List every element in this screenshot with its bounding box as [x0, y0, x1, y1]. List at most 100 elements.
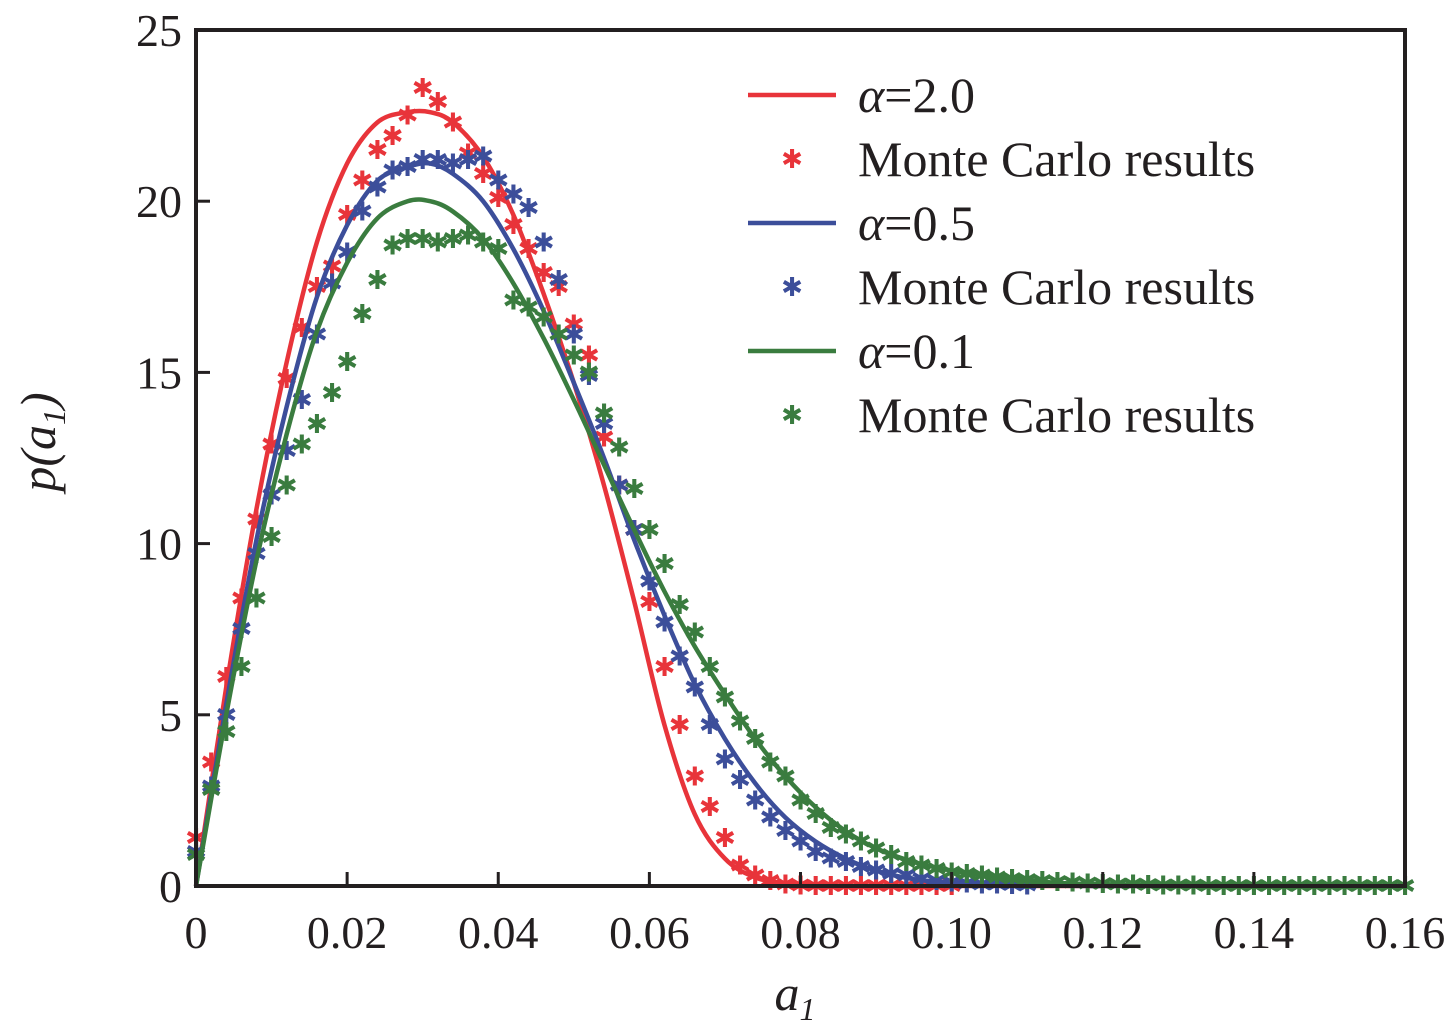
data-point: ✱	[684, 619, 706, 649]
data-point: ✱	[578, 341, 600, 371]
data-point: ✱	[638, 516, 660, 546]
data-point: ✱	[382, 156, 404, 186]
data-point: ✱	[1062, 869, 1084, 899]
data-point: ✱	[593, 399, 615, 429]
series-1: ✱✱✱✱✱✱✱✱✱✱✱✱✱✱✱✱✱✱✱✱✱✱✱✱✱✱✱✱✱✱✱✱✱✱✱✱✱✱✱✱…	[185, 74, 962, 902]
series-2	[193, 160, 1406, 889]
data-point: ✱	[336, 348, 358, 378]
data-point: ✱	[759, 804, 781, 834]
legend-label-value: =2.0	[884, 67, 975, 123]
data-point: ✱	[956, 860, 978, 890]
y-axis-label: p(a1)	[10, 392, 72, 494]
x-tick-label: 0.04	[458, 907, 539, 958]
data-point: ✱	[382, 122, 404, 152]
series-5: ✱✱✱✱✱✱✱✱✱✱✱✱✱✱✱✱✱✱✱✱✱✱✱✱✱✱✱✱✱✱✱✱✱✱✱✱✱✱✱✱…	[185, 221, 1416, 902]
data-point: ✱	[578, 358, 600, 388]
data-point: ✱	[865, 834, 887, 864]
legend-label-value: =0.1	[884, 323, 975, 379]
data-point: ✱	[397, 153, 419, 183]
data-point: ✱	[457, 146, 479, 176]
ticks-layer	[196, 199, 1256, 886]
data-point: ✱	[850, 853, 872, 883]
data-point: ✱	[397, 225, 419, 255]
data-point: ✱	[684, 673, 706, 703]
data-point: ✱	[533, 259, 555, 289]
y-tick-label: 15	[136, 347, 182, 398]
data-point: ✱	[1016, 866, 1038, 896]
data-point: ✱	[276, 471, 298, 501]
data-point: ✱	[1047, 868, 1069, 898]
data-point: ✱	[895, 848, 917, 878]
data-point: ✱	[321, 379, 343, 409]
data-point: ✱	[457, 139, 479, 169]
legend-item: ✱ Monte Carlo results	[781, 387, 1255, 443]
data-point: ✱	[397, 102, 419, 132]
data-point: ✱	[457, 221, 479, 251]
data-point: ✱	[926, 855, 948, 885]
data-point: ✱	[684, 762, 706, 792]
data-point: ✱	[790, 786, 812, 816]
x-tick-label: 0.14	[1214, 907, 1295, 958]
data-point: ✱	[487, 184, 509, 214]
data-point: ✱	[487, 167, 509, 197]
data-point: ✱	[382, 232, 404, 262]
legend-label-greek: α	[858, 195, 886, 251]
data-point: ✱	[548, 321, 570, 351]
data-point: ✱	[820, 845, 842, 875]
series-line	[193, 197, 1406, 889]
data-point: ✱	[759, 749, 781, 779]
legend-item: α=0.1	[748, 323, 975, 379]
y-tick-label: 25	[136, 5, 182, 56]
legend-label-greek: α	[858, 323, 886, 379]
series-line	[193, 160, 1406, 889]
data-point: ✱	[850, 827, 872, 857]
data-point: ✱	[714, 745, 736, 775]
data-point: ✱	[442, 150, 464, 180]
data-point: ✱	[805, 838, 827, 868]
data-point: ✱	[442, 108, 464, 138]
legend-marker-swatch: ✱	[781, 401, 803, 431]
data-point: ✱	[472, 143, 494, 173]
data-point: ✱	[442, 225, 464, 255]
data-point: ✱	[835, 821, 857, 851]
data-point: ✱	[623, 475, 645, 505]
data-point: ✱	[563, 341, 585, 371]
data-point: ✱	[880, 841, 902, 871]
data-point: ✱	[911, 851, 933, 881]
data-point: ✱	[427, 228, 449, 258]
data-point: ✱	[502, 211, 524, 241]
x-tick-label: 0.06	[609, 907, 690, 958]
data-point: ✱	[548, 266, 570, 296]
data-point: ✱	[714, 684, 736, 714]
legend-label: Monte Carlo results	[858, 387, 1255, 443]
legend-label: α=0.1	[858, 323, 975, 379]
data-point: ✱	[729, 851, 751, 881]
legend-marker-swatch: ✱	[781, 145, 803, 175]
data-point: ✱	[518, 293, 540, 323]
legend-label: Monte Carlo results	[858, 259, 1255, 315]
x-axis-label: a1	[775, 965, 816, 1027]
data-point: ✱	[427, 146, 449, 176]
data-point: ✱	[472, 160, 494, 190]
data-point: ✱	[502, 286, 524, 316]
data-point: ✱	[306, 410, 328, 440]
data-point: ✱	[518, 194, 540, 224]
data-point: ✱	[865, 857, 887, 887]
x-axis-label-var: a	[775, 965, 800, 1021]
data-point: ✱	[336, 239, 358, 269]
data-point: ✱	[774, 762, 796, 792]
data-point: ✱	[759, 867, 781, 897]
data-point: ✱	[820, 814, 842, 844]
data-point: ✱	[654, 608, 676, 638]
data-point: ✱	[744, 725, 766, 755]
legend-marker-swatch: ✱	[781, 273, 803, 303]
data-point: ✱	[563, 310, 585, 340]
data-point: ✱	[654, 550, 676, 580]
data-point: ✱	[563, 321, 585, 351]
data-point: ✱	[699, 711, 721, 741]
x-tick-label: 0.16	[1365, 907, 1446, 958]
data-point: ✱	[729, 708, 751, 738]
x-tick-label: 0.08	[760, 907, 841, 958]
data-point: ✱	[472, 228, 494, 258]
